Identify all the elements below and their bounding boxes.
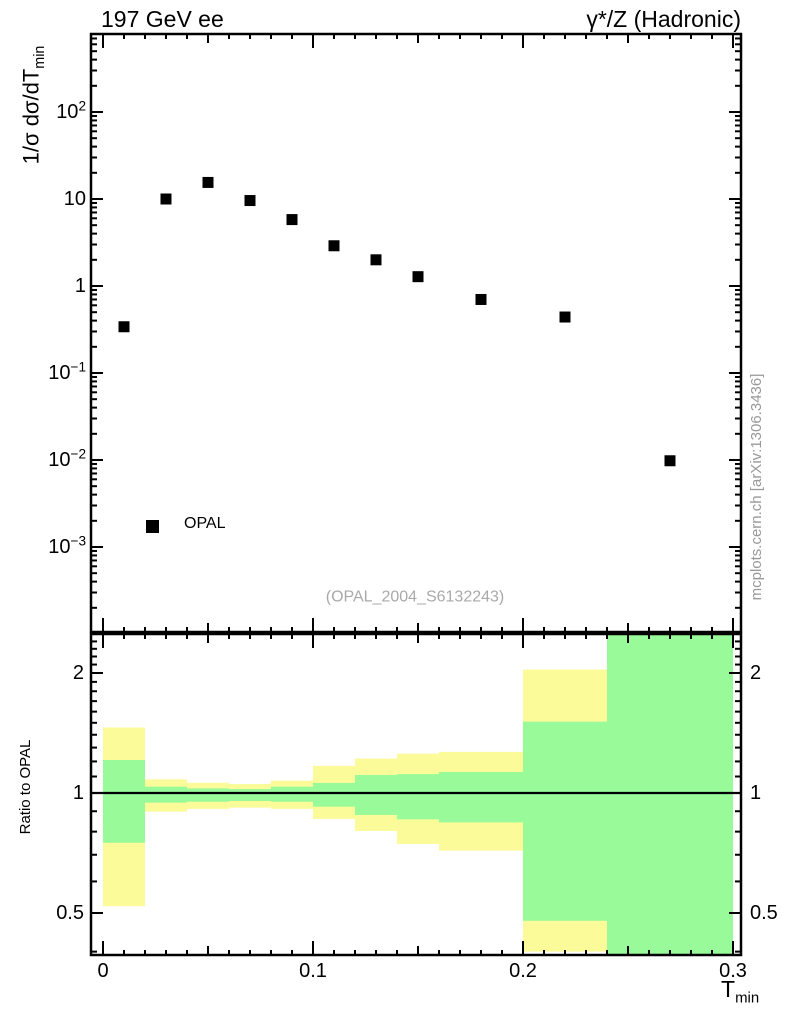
- ratio-band-green: [313, 782, 355, 807]
- data-point-opal: [328, 240, 340, 252]
- title-left: 197 GeV ee: [101, 6, 224, 32]
- ratio-band-green: [439, 771, 523, 823]
- y-tick-label-ratio-left: 0.5: [56, 902, 84, 924]
- data-point-opal: [118, 321, 130, 333]
- y-axis-title-ratio: Ratio to OPAL: [17, 739, 35, 835]
- data-point-opal: [244, 195, 256, 207]
- ratio-band-green: [355, 774, 397, 815]
- watermark-mcplots-arxiv: mcplots.cern.ch [arXiv:1306.3436]: [748, 373, 766, 601]
- title-right: γ*/Z (Hadronic): [586, 6, 741, 32]
- y-tick-label-ratio-right: 1: [750, 782, 762, 804]
- ratio-band-green: [607, 635, 733, 954]
- y-tick-label-ratio-right: 0.5: [750, 902, 778, 924]
- watermark-analysis-id: (OPAL_2004_S6132243): [325, 588, 505, 606]
- ratio-band-green: [523, 721, 607, 921]
- x-tick-label: 0.2: [509, 960, 537, 982]
- y-tick-label-main: 10−1: [48, 359, 86, 384]
- y-tick-label-main: 1: [74, 275, 86, 297]
- x-tick-label: 0.1: [299, 960, 327, 982]
- x-axis-title-text: T: [721, 976, 736, 1002]
- y-tick-label-ratio-left: 2: [72, 662, 84, 684]
- x-tick-label: 0: [97, 960, 109, 982]
- ratio-band-green: [229, 789, 271, 801]
- ratio-band-green: [271, 786, 313, 802]
- legend-label: OPAL: [184, 515, 226, 532]
- data-point-opal: [412, 271, 424, 283]
- y-axis-title-main-text: 1/σ dσ/dT: [18, 68, 44, 165]
- data-point-opal: [286, 214, 298, 226]
- y-tick-label-main: 10: [63, 188, 86, 210]
- data-point-opal: [160, 193, 172, 205]
- x-axis-title: Tmin: [721, 976, 759, 1006]
- y-tick-label-main: 10−3: [48, 533, 86, 558]
- y-tick-label-ratio-left: 1: [72, 782, 84, 804]
- x-tick-label: 0.3: [719, 960, 747, 982]
- main-frame: [89, 32, 743, 634]
- data-point-opal: [202, 176, 214, 188]
- y-tick-label-ratio-right: 2: [750, 662, 762, 684]
- ratio-band-green: [397, 774, 439, 820]
- ratio-band-green: [145, 786, 187, 803]
- y-axis-title-main-sub: min: [31, 45, 48, 69]
- y-tick-label-main: 102: [56, 98, 86, 123]
- data-point-opal: [370, 254, 382, 266]
- data-point-opal: [664, 455, 676, 467]
- ratio-frame: [89, 632, 743, 957]
- y-axis-title-main: 1/σ dσ/dTmin: [18, 46, 47, 165]
- ratio-band-green: [187, 788, 229, 802]
- ratio-band-green: [103, 759, 145, 843]
- y-tick-label-main: 10−2: [48, 446, 86, 471]
- legend-marker-square: [146, 520, 159, 533]
- data-point-opal: [559, 311, 571, 323]
- data-point-opal: [475, 293, 487, 305]
- x-axis-title-sub: min: [735, 989, 760, 1007]
